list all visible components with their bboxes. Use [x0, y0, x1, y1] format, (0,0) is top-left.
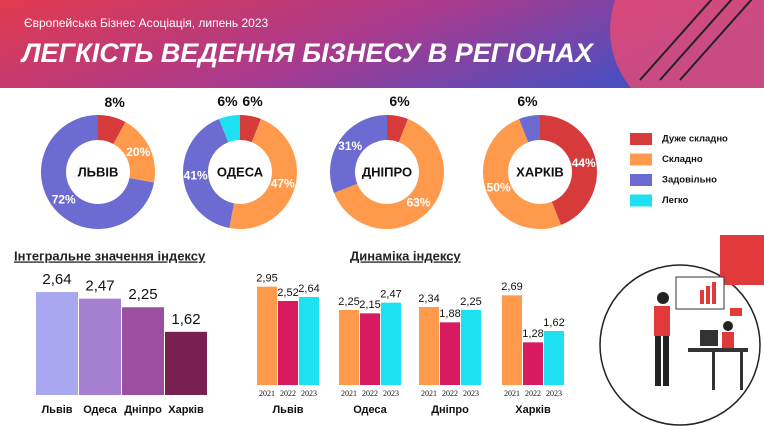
title: ЛЕГКІСТЬ ВЕДЕННЯ БІЗНЕСУ В РЕГІОНАХ: [20, 38, 595, 68]
series-label: 2023: [301, 389, 317, 398]
slice-label: 6%: [389, 93, 410, 109]
bar-value-label: 2,47: [85, 278, 114, 295]
legend-label: Задовільно: [662, 175, 717, 186]
series-label: 2023: [546, 389, 562, 398]
legend-swatch: [630, 133, 652, 145]
slice-label: 63%: [406, 196, 430, 210]
series-label: 2021: [504, 389, 520, 398]
pie-slice: [540, 115, 597, 225]
legend-label: Легко: [662, 195, 689, 206]
x-tick-label: Одеса: [83, 404, 117, 416]
bar: [461, 310, 481, 385]
bar-value-label: 2,95: [256, 273, 277, 285]
bar: [381, 302, 401, 385]
pie-slice: [482, 119, 561, 230]
x-tick-label: Дніпро: [124, 404, 162, 416]
chart-title: Динаміка індексу: [350, 248, 461, 263]
pie-slice: [334, 119, 444, 229]
bar: [544, 331, 564, 385]
pie-slice: [240, 115, 261, 143]
x-tick-label: Харків: [168, 404, 204, 416]
series-label: 2022: [442, 389, 458, 398]
legend-swatch: [630, 194, 652, 207]
slice-label: 44%: [572, 156, 596, 170]
legend-swatch: [630, 153, 652, 166]
header-decor: [610, 0, 764, 88]
bar: [523, 342, 543, 385]
slice-label: 47%: [271, 177, 295, 191]
bar: [36, 292, 78, 395]
series-label: 2022: [362, 389, 378, 398]
bar-value-label: 2,47: [380, 289, 401, 301]
slice-label: 6%: [517, 93, 538, 109]
x-tick-label: Одеса: [353, 404, 387, 416]
slice-label: 50%: [487, 181, 511, 195]
x-tick-label: Львів: [41, 404, 72, 416]
bar-value-label: 2,25: [128, 286, 157, 303]
pie-slice: [330, 115, 387, 193]
bar-value-label: 2,52: [277, 287, 298, 299]
pie-slice: [387, 115, 408, 143]
illustration: [599, 235, 764, 426]
bar: [339, 310, 359, 385]
series-label: 2023: [463, 389, 479, 398]
bar-value-label: 1,88: [439, 308, 460, 320]
bar-value-label: 2,69: [501, 281, 522, 293]
pie-slice: [219, 115, 240, 143]
bar-value-label: 2,64: [42, 271, 71, 288]
series-label: 2022: [280, 389, 296, 398]
pie-center-label: ОДЕСА: [217, 164, 264, 179]
slice-label: 8%: [105, 94, 126, 110]
bar: [165, 331, 207, 395]
series-label: 2023: [383, 389, 399, 398]
pie-slice: [40, 115, 154, 230]
bar: [257, 286, 277, 385]
bar: [299, 297, 319, 385]
bar: [122, 307, 164, 395]
pie-center-label: ЛЬВІВ: [78, 164, 119, 179]
bar-value-label: 2,15: [359, 299, 380, 311]
slice-label: 41%: [184, 168, 208, 182]
x-tick-label: Дніпро: [431, 404, 469, 416]
pie-center-label: ДНІПРО: [362, 164, 412, 179]
pie-center-label: ХАРКІВ: [516, 164, 564, 179]
slice-label: 72%: [52, 193, 76, 207]
bar-value-label: 2,34: [418, 293, 439, 305]
bar: [79, 298, 121, 395]
bar-value-label: 2,25: [338, 296, 359, 308]
slice-label: 20%: [126, 145, 150, 159]
pie-slice: [229, 119, 298, 230]
series-label: 2021: [421, 389, 437, 398]
x-tick-label: Львів: [272, 404, 303, 416]
legend-label: Дуже складно: [662, 134, 728, 145]
bar: [278, 301, 298, 385]
legend-label: Складно: [662, 154, 703, 165]
series-label: 2021: [341, 389, 357, 398]
bar-value-label: 2,25: [460, 296, 481, 308]
bar: [440, 322, 460, 385]
series-label: 2021: [259, 389, 275, 398]
bar-value-label: 2,64: [298, 283, 319, 295]
legend-swatch: [630, 174, 652, 186]
bar: [502, 295, 522, 385]
bar-value-label: 1,62: [171, 311, 200, 328]
bar-value-label: 1,28: [522, 328, 543, 340]
pie-slice: [182, 119, 235, 228]
slice-label: 6%: [217, 93, 238, 109]
bar: [360, 313, 380, 385]
chart-title: Інтегральне значення індексу: [14, 248, 206, 263]
bar-value-label: 1,62: [543, 317, 564, 329]
subtitle: Європейська Бізнес Асоціація, липень 202…: [24, 16, 269, 30]
slice-label: 31%: [338, 139, 362, 153]
pie-slice: [98, 115, 126, 144]
series-label: 2022: [525, 389, 541, 398]
slice-label: 6%: [242, 93, 263, 109]
x-tick-label: Харків: [515, 404, 551, 416]
bar: [419, 307, 439, 385]
pie-slice: [113, 122, 155, 183]
pie-slice: [519, 115, 540, 143]
